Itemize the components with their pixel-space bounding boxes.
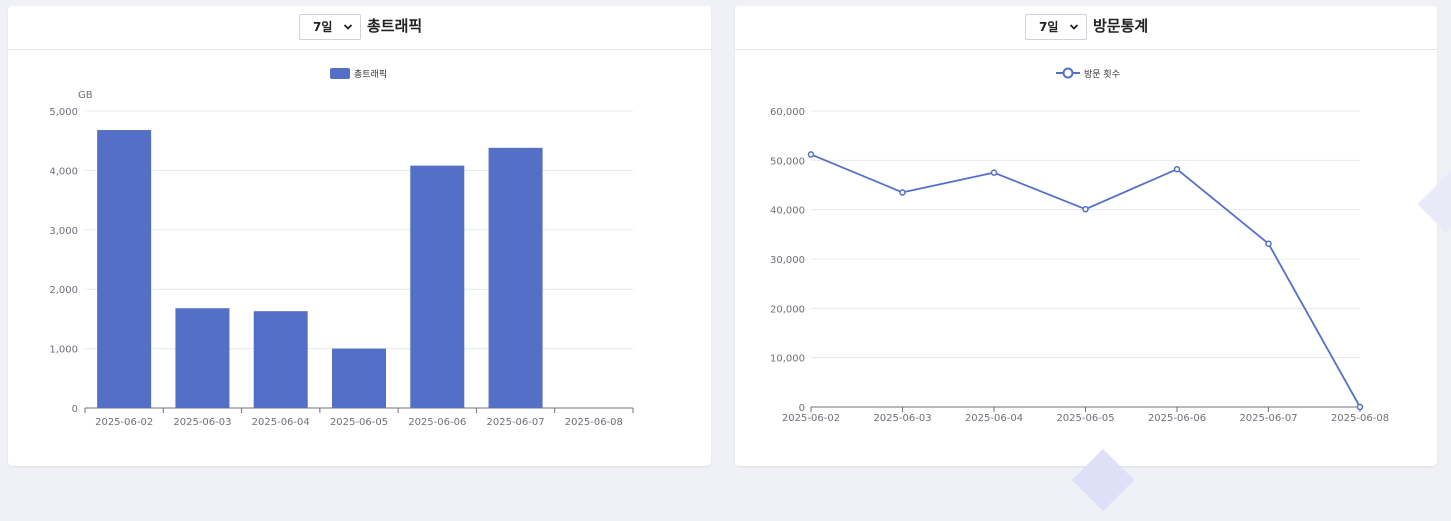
traffic-period-value: 7일 [313,20,333,34]
x-tick-label: 2025-06-07 [1239,413,1297,424]
x-tick-label: 2025-06-05 [1056,413,1114,424]
visits-line-chart: 방문 횟수 0 10,000 20,000 30,000 40,000 50,000 60,0… [770,67,1389,424]
visits-period-select[interactable]: 7일 [1025,14,1087,40]
visits-card-header: 7일 방문통계 [735,6,1437,50]
x-tick-label: 2025-06-08 [565,417,623,428]
bar [410,165,465,408]
y-tick-label: 0 [72,404,78,415]
data-point [1082,205,1089,213]
y-tick-label: 0 [799,403,805,414]
visits-card: 7일 방문통계 방문 횟수 0 10,000 20,000 30,000 40,000 50… [735,6,1437,466]
bar-legend: 총트래픽 [330,68,387,80]
data-point [990,169,998,176]
data-point [899,189,906,196]
traffic-bar-chart: 총트래픽 GB 0 1,000 2,000 3,000 4,000 5,000 2025-06-… [49,68,634,428]
legend-swatch [330,68,350,79]
traffic-card: 7일 총트래픽 총트래픽 GB 0 1,000 2,000 3,000 4,000 5,000… [8,6,711,466]
chevron-down-icon [343,24,353,30]
x-tick-label: 2025-06-04 [965,413,1023,424]
chevron-down-icon [1069,24,1079,30]
y-tick-label: 40,000 [770,206,805,217]
y-tick-label: 4,000 [49,166,78,177]
y-tick-label: 30,000 [770,255,805,266]
y-tick-label: 50,000 [770,156,805,167]
y-tick-label: 2,000 [49,285,78,296]
visits-period-value: 7일 [1039,20,1059,34]
x-tick-label: 2025-06-02 [95,417,153,428]
legend-label: 총트래픽 [354,69,387,80]
y-tick-label: 20,000 [770,304,805,315]
bar [253,311,308,408]
x-tick-label: 2025-06-06 [1148,413,1206,424]
data-point [1265,240,1272,247]
data-point [807,151,815,158]
series-line [810,153,1361,408]
bar [488,147,543,408]
y-tick-label: 10,000 [770,354,805,365]
x-tick-label: 2025-06-03 [173,417,231,428]
x-tick-label: 2025-06-08 [1331,413,1389,424]
y-tick-label: 3,000 [49,226,78,237]
x-tick-label: 2025-06-05 [330,417,388,428]
y-axis-unit: GB [78,90,93,101]
x-tick-label: 2025-06-02 [782,413,840,424]
traffic-title: 총트래픽 [367,17,423,35]
legend-label: 방문 횟수 [1084,68,1120,80]
legend-marker [1062,67,1074,79]
visits-title: 방문통계 [1093,17,1149,35]
y-tick-label: 1,000 [49,345,78,356]
y-tick-label: 5,000 [49,107,78,118]
line-legend: 방문 횟수 [1056,67,1120,80]
x-tick-label: 2025-06-06 [408,417,466,428]
data-point [1356,403,1364,411]
x-tick-label: 2025-06-04 [252,417,310,428]
bar [331,348,387,408]
traffic-card-header: 7일 총트래픽 [8,6,711,50]
x-tick-label: 2025-06-03 [873,413,931,424]
bar [97,130,152,408]
x-tick-label: 2025-06-07 [487,417,545,428]
data-point [1173,165,1181,173]
y-tick-label: 60,000 [770,107,805,118]
bar [175,308,230,408]
traffic-period-select[interactable]: 7일 [299,14,361,40]
